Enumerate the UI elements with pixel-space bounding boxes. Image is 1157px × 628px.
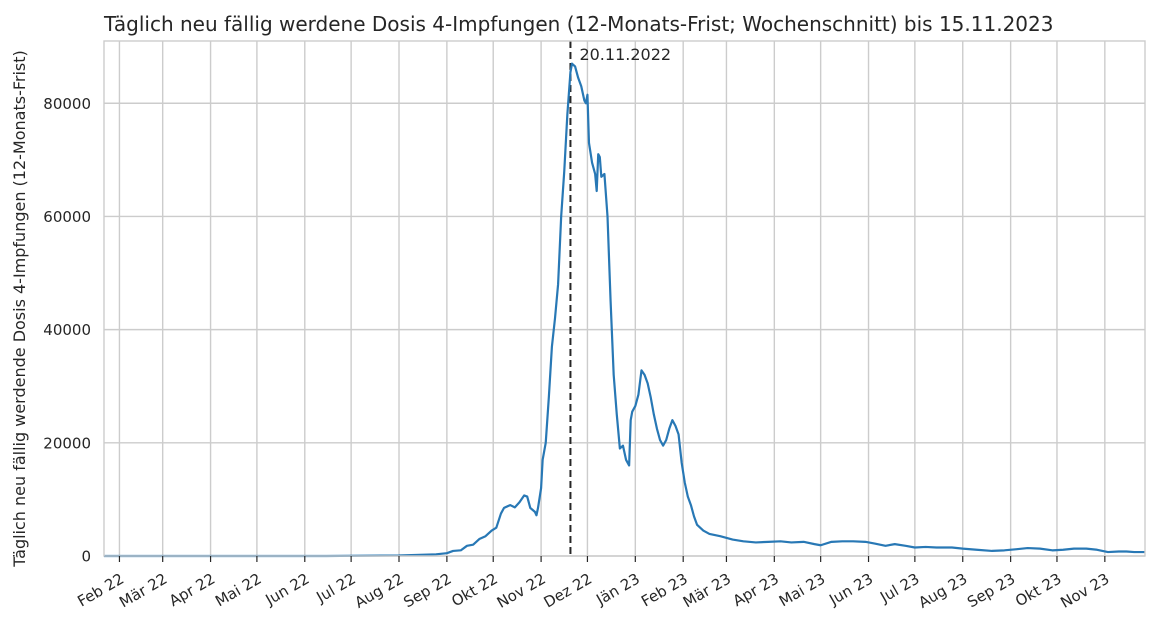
x-gridlines (118, 41, 1106, 556)
x-tick-label: Mär 23 (680, 570, 734, 612)
y-tick-label: 80000 (43, 95, 91, 113)
x-tick-label: Jun 23 (825, 570, 876, 610)
x-tick-label: Aug 23 (915, 570, 970, 612)
series-group (104, 62, 1145, 558)
x-tick-label: Okt 23 (1012, 570, 1065, 611)
y-tick-label: 0 (81, 548, 91, 566)
chart-title: Täglich neu fällig werdene Dosis 4-Impfu… (103, 12, 1053, 36)
y-gridlines (104, 102, 1145, 557)
x-tick-label: Mai 23 (776, 570, 828, 611)
x-tick-label: Dez 22 (541, 570, 595, 612)
x-tick-label: Nov 22 (494, 570, 549, 612)
x-tick-label: Sep 22 (400, 570, 454, 612)
y-tick-label: 20000 (43, 434, 91, 452)
x-tick-label: Nov 23 (1057, 570, 1112, 612)
y-axis-ticks: 0 20000 40000 60000 80000 (43, 95, 91, 566)
x-tick-label: Mär 22 (116, 570, 170, 612)
reference-line-group: 20.11.2022 (569, 41, 671, 556)
x-tick-label: Jul 22 (313, 570, 359, 607)
plot-frame (103, 40, 1146, 557)
x-tick-label: Feb 22 (74, 570, 127, 611)
y-axis-label: Täglich neu fällig werdende Dosis 4-Impf… (10, 50, 29, 568)
x-tick-label: Mai 22 (212, 570, 264, 611)
y-tick-label: 40000 (43, 321, 91, 339)
x-tick-label: Jän 23 (592, 570, 643, 610)
series-line-0 (104, 62, 1145, 558)
y-tick-label: 60000 (43, 208, 91, 226)
x-tick-label: Okt 22 (448, 570, 501, 611)
x-tick-label: Sep 23 (964, 570, 1018, 612)
x-tick-label: Apr 23 (730, 570, 782, 610)
x-tick-label: Feb 23 (638, 570, 691, 611)
x-tick-label: Aug 22 (352, 570, 407, 612)
x-tick-label: Jun 22 (262, 570, 313, 610)
reference-vline-label: 20.11.2022 (579, 45, 671, 64)
x-tick-label: Apr 22 (166, 570, 218, 610)
x-tick-label: Jul 23 (876, 570, 922, 607)
